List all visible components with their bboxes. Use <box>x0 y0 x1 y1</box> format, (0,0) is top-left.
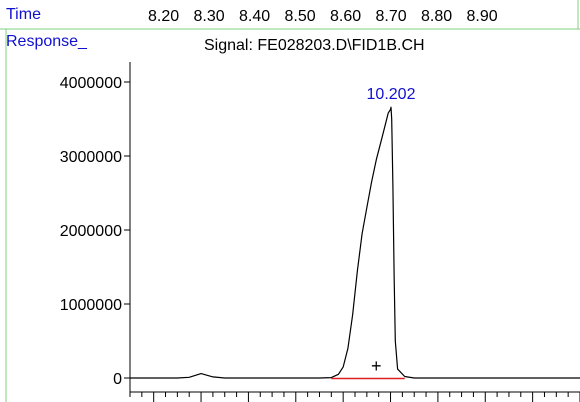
time-tick-label: 8.80 <box>421 8 453 25</box>
time-axis-label: Time <box>6 6 41 23</box>
time-tick-label: 8.50 <box>284 8 316 25</box>
y-tick-label: 0 <box>113 371 122 388</box>
signal-trace <box>130 106 580 379</box>
signal-title: Signal: FE028203.D\FID1B.CH <box>204 37 425 54</box>
y-tick-label: 3000000 <box>60 149 122 166</box>
time-tick-label: 8.30 <box>193 8 225 25</box>
peak-label: 10.202 <box>367 86 416 103</box>
y-tick-label: 2000000 <box>60 223 122 240</box>
time-tick-label: 8.90 <box>466 8 498 25</box>
time-tick-label: 8.20 <box>148 8 180 25</box>
y-tick-label: 1000000 <box>60 297 122 314</box>
time-tick-label: 8.60 <box>330 8 362 25</box>
response-axis-label: Response_ <box>6 33 87 50</box>
marker-plus: + <box>371 356 382 376</box>
time-tick-label: 8.70 <box>375 8 407 25</box>
time-tick-label: 8.40 <box>239 8 271 25</box>
y-tick-label: 4000000 <box>60 75 122 92</box>
